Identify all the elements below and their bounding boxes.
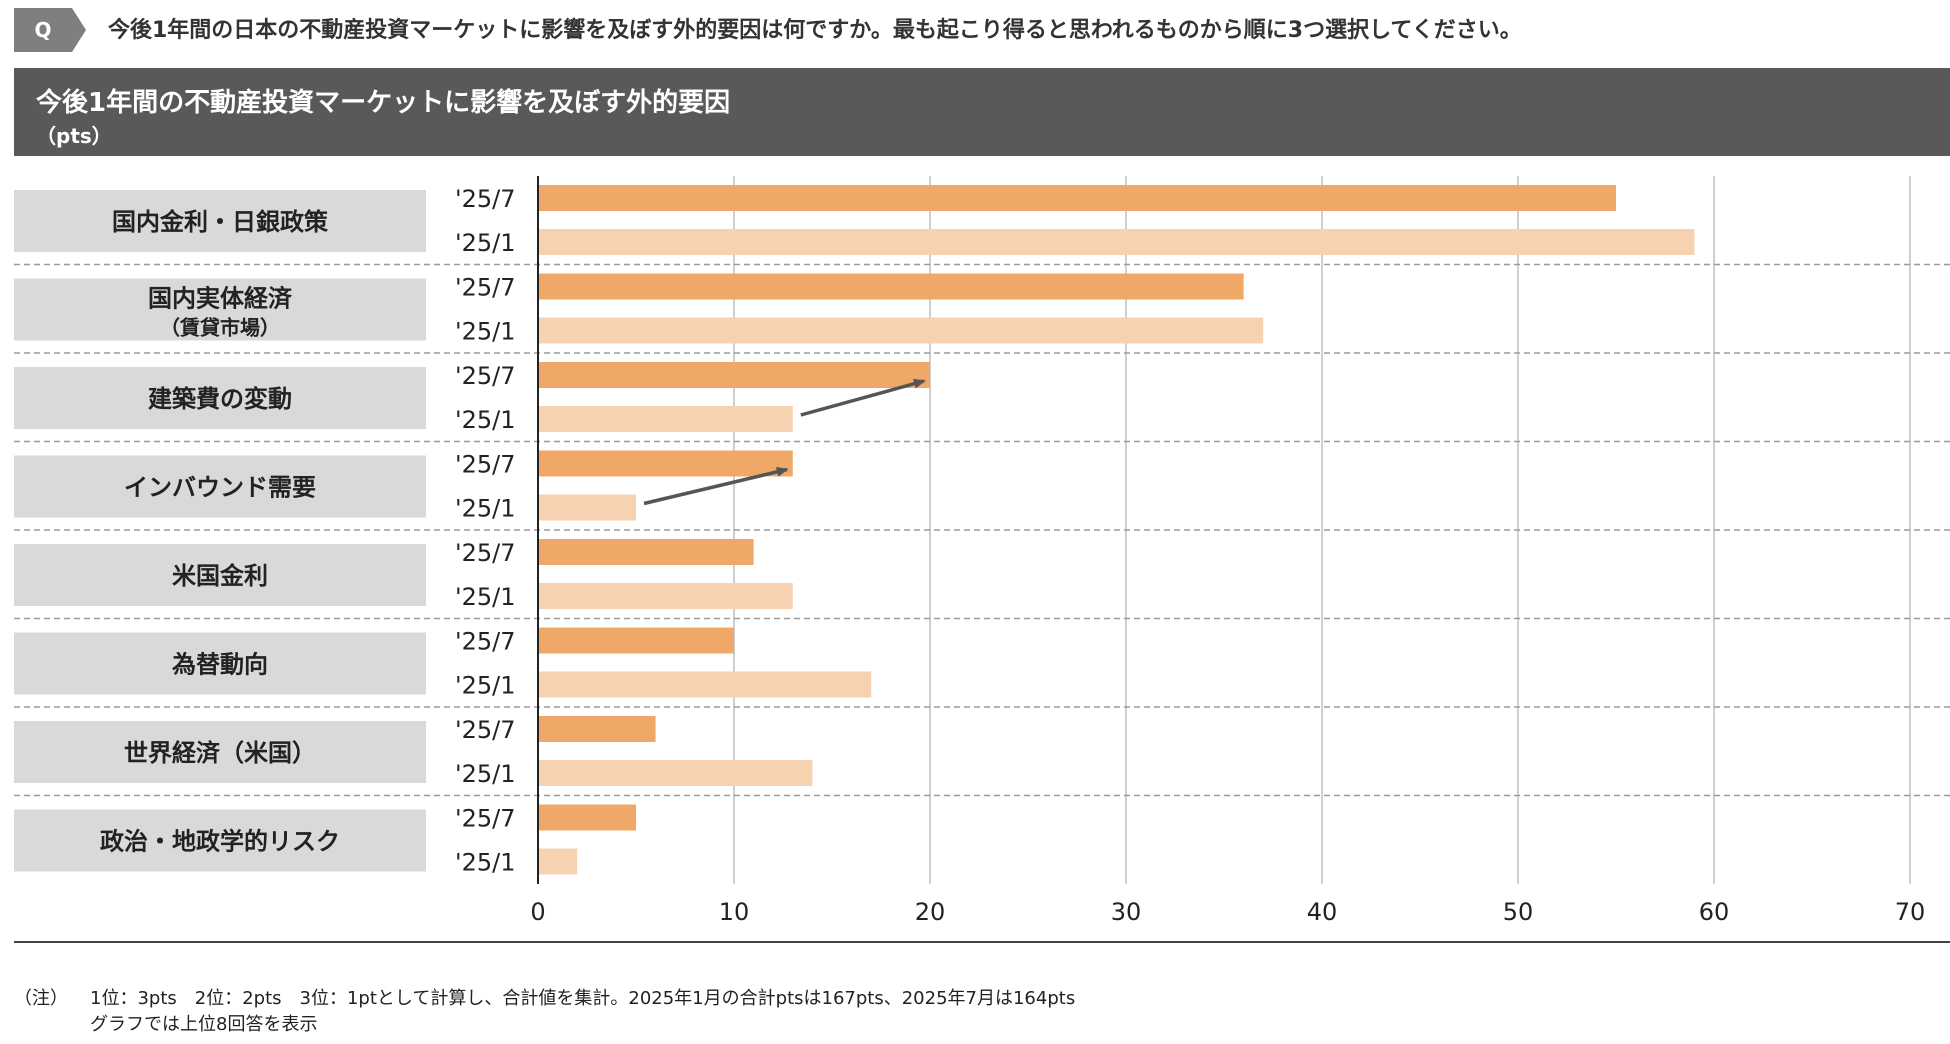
category-label: 為替動向 xyxy=(172,651,268,679)
series-label: '25/7 xyxy=(455,274,516,302)
category-label: 国内実体経済 xyxy=(148,285,293,313)
category-label: 世界経済（米国） xyxy=(124,739,316,767)
series-label: '25/7 xyxy=(455,451,516,479)
bar xyxy=(539,716,656,742)
bar xyxy=(539,627,734,654)
x-tick-label: 50 xyxy=(1503,898,1534,926)
category-label: 建築費の変動 xyxy=(148,385,292,413)
bar xyxy=(539,406,793,432)
bar xyxy=(539,539,754,565)
bar xyxy=(539,848,578,875)
bar xyxy=(539,583,793,609)
x-axis-ticks: 0 10 20 30 40 50 60 70 xyxy=(530,898,1925,926)
series-label: '25/7 xyxy=(455,805,516,833)
series-label: '25/1 xyxy=(455,318,516,346)
bar xyxy=(539,273,1244,300)
series-label: '25/7 xyxy=(455,716,516,744)
bar-chart: 国内金利・日銀政策 '25/7 '25/1 国内実体経済 （賃貸市場） '25/7 '25/… xyxy=(14,176,1950,943)
series-label: '25/7 xyxy=(455,362,516,390)
chart-unit-label: （pts） xyxy=(36,124,112,148)
bar xyxy=(539,185,1616,211)
bars xyxy=(539,185,1695,875)
x-tick-label: 0 xyxy=(530,898,545,926)
series-label: '25/1 xyxy=(455,406,516,434)
x-tick-label: 40 xyxy=(1307,898,1338,926)
question-badge-arrow xyxy=(72,8,86,52)
x-tick-label: 20 xyxy=(915,898,946,926)
series-label: '25/1 xyxy=(455,760,516,788)
bar xyxy=(539,317,1264,344)
x-tick-label: 70 xyxy=(1895,898,1926,926)
category-label: インバウンド需要 xyxy=(124,474,316,502)
category-label-box xyxy=(14,544,426,606)
question-badge-label: Q xyxy=(34,18,52,42)
footnote-line-1: 1位：3pts 2位：2pts 3位：1ptとして計算し、合計値を集計。2025… xyxy=(90,988,1076,1009)
category-label-box xyxy=(14,721,426,783)
bar xyxy=(539,362,930,388)
series-label: '25/7 xyxy=(455,539,516,567)
category-label-box xyxy=(14,632,426,695)
bar xyxy=(539,671,872,698)
category-label: 政治・地政学的リスク xyxy=(100,828,340,856)
annotations xyxy=(643,378,926,506)
bar xyxy=(539,229,1695,255)
bar xyxy=(539,450,793,477)
category-label: 国内金利・日銀政策 xyxy=(112,208,329,236)
x-tick-label: 60 xyxy=(1699,898,1730,926)
chart-title-banner: 今後1年間の不動産投資マーケットに影響を及ぼす外的要因 （pts） xyxy=(14,68,1950,156)
trend-arrow xyxy=(800,378,926,417)
footnote-line-2: グラフでは上位8回答を表示 xyxy=(90,1014,318,1035)
series-label: '25/1 xyxy=(455,229,516,257)
bar xyxy=(539,804,636,831)
category-label-box xyxy=(14,455,426,518)
category-label-box xyxy=(14,809,426,872)
trend-arrow xyxy=(643,466,789,506)
x-tick-label: 10 xyxy=(719,898,750,926)
category-label-box xyxy=(14,367,426,429)
footnote-label: （注） xyxy=(14,988,68,1009)
series-label: '25/1 xyxy=(455,583,516,611)
category-sublabel: （賃貸市場） xyxy=(160,316,280,340)
category-label-box xyxy=(14,190,426,252)
series-label: '25/1 xyxy=(455,495,516,523)
bar xyxy=(539,760,813,786)
category-labels: 国内金利・日銀政策 '25/7 '25/1 国内実体経済 （賃貸市場） '25/7 '25/… xyxy=(14,185,516,877)
x-tick-label: 30 xyxy=(1111,898,1142,926)
series-label: '25/1 xyxy=(455,849,516,877)
category-label: 米国金利 xyxy=(172,562,268,590)
chart-title: 今後1年間の不動産投資マーケットに影響を及ぼす外的要因 xyxy=(36,88,731,118)
question-badge xyxy=(14,8,72,52)
series-label: '25/7 xyxy=(455,628,516,656)
series-label: '25/7 xyxy=(455,185,516,213)
category-label-box xyxy=(14,278,426,341)
question-text: 今後1年間の日本の不動産投資マーケットに影響を及ぼす外的要因は何ですか。最も起こ… xyxy=(108,18,1522,43)
bar xyxy=(539,494,636,521)
series-label: '25/1 xyxy=(455,672,516,700)
